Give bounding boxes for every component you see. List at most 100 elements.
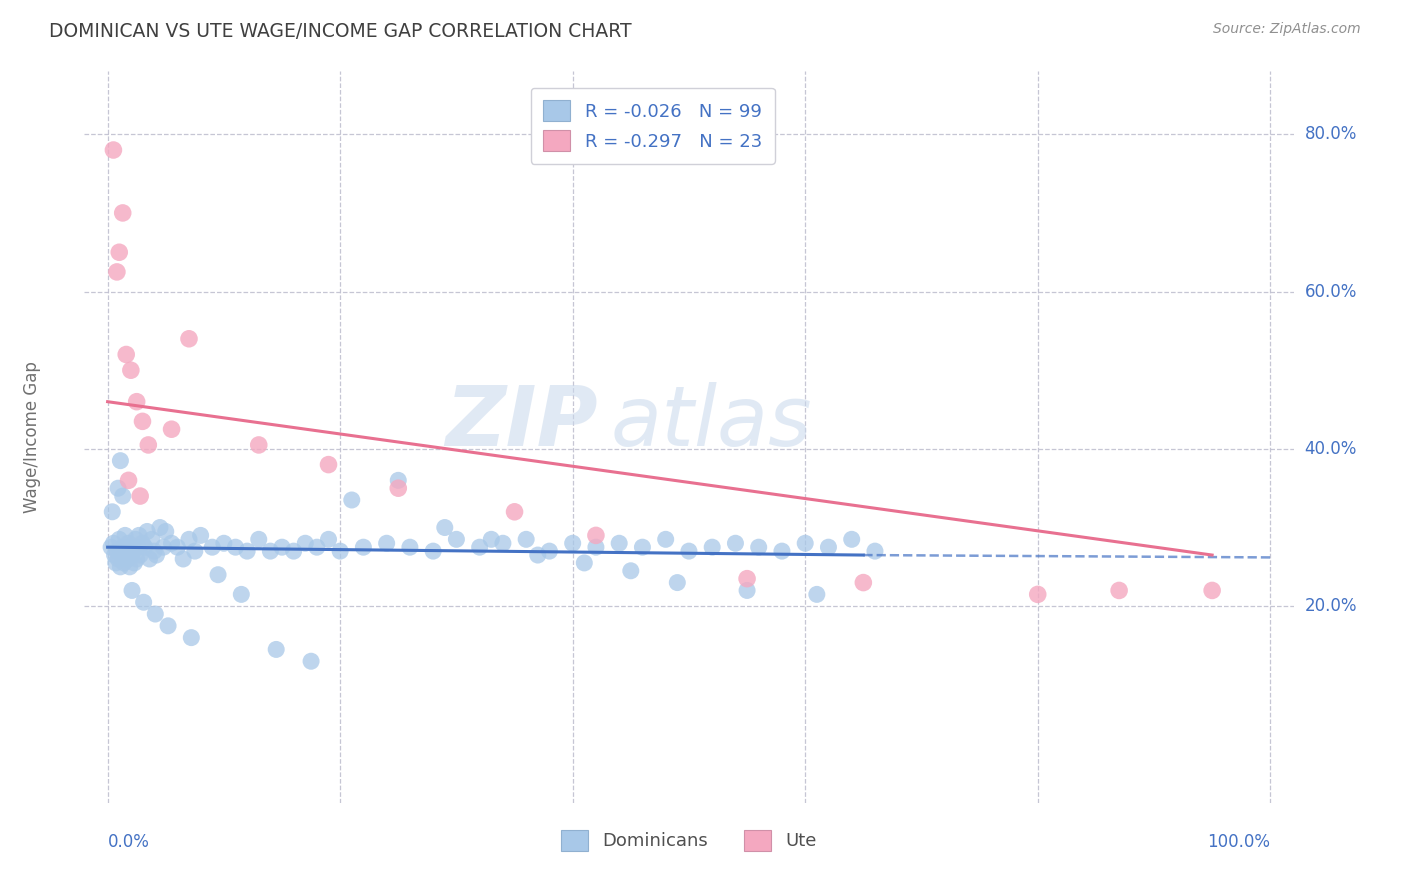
- Point: [134, 540, 156, 554]
- Point: [375, 536, 398, 550]
- Point: [294, 536, 316, 550]
- Text: Wage/Income Gap: Wage/Income Gap: [22, 361, 41, 513]
- Point: [107, 481, 129, 495]
- Point: [131, 414, 153, 428]
- Text: DOMINICAN VS UTE WAGE/INCOME GAP CORRELATION CHART: DOMINICAN VS UTE WAGE/INCOME GAP CORRELA…: [49, 22, 631, 41]
- Point: [105, 544, 128, 558]
- Point: [1026, 587, 1049, 601]
- Point: [132, 595, 155, 609]
- Point: [247, 533, 270, 547]
- Text: 40.0%: 40.0%: [1305, 440, 1357, 458]
- Point: [108, 533, 131, 547]
- Point: [104, 548, 127, 562]
- Point: [479, 533, 502, 547]
- Point: [101, 505, 124, 519]
- Point: [806, 587, 828, 601]
- Point: [422, 544, 444, 558]
- Point: [172, 552, 194, 566]
- Point: [129, 548, 152, 562]
- Point: [561, 536, 583, 550]
- Point: [231, 587, 253, 601]
- Point: [318, 458, 340, 472]
- Point: [129, 489, 152, 503]
- Point: [387, 481, 409, 495]
- Point: [585, 528, 607, 542]
- Text: ZIP: ZIP: [446, 382, 599, 463]
- Point: [149, 520, 172, 534]
- Point: [748, 540, 770, 554]
- Point: [574, 556, 596, 570]
- Point: [117, 536, 139, 550]
- Point: [122, 544, 145, 558]
- Point: [155, 524, 177, 539]
- Point: [110, 453, 132, 467]
- Point: [120, 540, 142, 554]
- Point: [136, 524, 159, 539]
- Point: [108, 245, 131, 260]
- Text: 100.0%: 100.0%: [1208, 833, 1270, 851]
- Point: [503, 505, 526, 519]
- Point: [114, 528, 136, 542]
- Point: [128, 528, 150, 542]
- Point: [702, 540, 724, 554]
- Point: [329, 544, 352, 558]
- Point: [794, 536, 817, 550]
- Point: [1201, 583, 1223, 598]
- Point: [105, 265, 128, 279]
- Point: [631, 540, 654, 554]
- Point: [446, 533, 468, 547]
- Point: [724, 536, 747, 550]
- Point: [207, 567, 229, 582]
- Point: [166, 540, 188, 554]
- Point: [340, 493, 363, 508]
- Point: [104, 556, 127, 570]
- Legend: Dominicans, Ute: Dominicans, Ute: [551, 821, 827, 860]
- Point: [127, 540, 149, 554]
- Point: [103, 143, 125, 157]
- Point: [111, 206, 134, 220]
- Point: [117, 473, 139, 487]
- Point: [264, 642, 287, 657]
- Point: [138, 552, 160, 566]
- Point: [115, 347, 138, 361]
- Text: Source: ZipAtlas.com: Source: ZipAtlas.com: [1213, 22, 1361, 37]
- Point: [283, 544, 305, 558]
- Point: [259, 544, 281, 558]
- Point: [433, 520, 456, 534]
- Text: 0.0%: 0.0%: [108, 833, 149, 851]
- Point: [212, 536, 235, 550]
- Point: [136, 438, 159, 452]
- Point: [111, 540, 134, 554]
- Point: [817, 540, 839, 554]
- Text: 20.0%: 20.0%: [1305, 597, 1357, 615]
- Point: [735, 572, 758, 586]
- Point: [352, 540, 374, 554]
- Point: [538, 544, 561, 558]
- Point: [299, 654, 322, 668]
- Point: [225, 540, 247, 554]
- Point: [399, 540, 422, 554]
- Point: [666, 575, 689, 590]
- Point: [180, 631, 202, 645]
- Point: [678, 544, 700, 558]
- Point: [527, 548, 550, 562]
- Point: [117, 552, 139, 566]
- Point: [585, 540, 607, 554]
- Point: [852, 575, 875, 590]
- Point: [177, 533, 200, 547]
- Point: [160, 536, 183, 550]
- Point: [124, 556, 146, 570]
- Point: [492, 536, 515, 550]
- Point: [141, 533, 163, 547]
- Point: [468, 540, 491, 554]
- Point: [607, 536, 630, 550]
- Point: [177, 332, 200, 346]
- Point: [143, 607, 166, 621]
- Point: [305, 540, 328, 554]
- Point: [863, 544, 886, 558]
- Text: atlas: atlas: [610, 382, 813, 463]
- Point: [318, 533, 340, 547]
- Point: [110, 559, 132, 574]
- Point: [103, 536, 125, 550]
- Point: [112, 556, 135, 570]
